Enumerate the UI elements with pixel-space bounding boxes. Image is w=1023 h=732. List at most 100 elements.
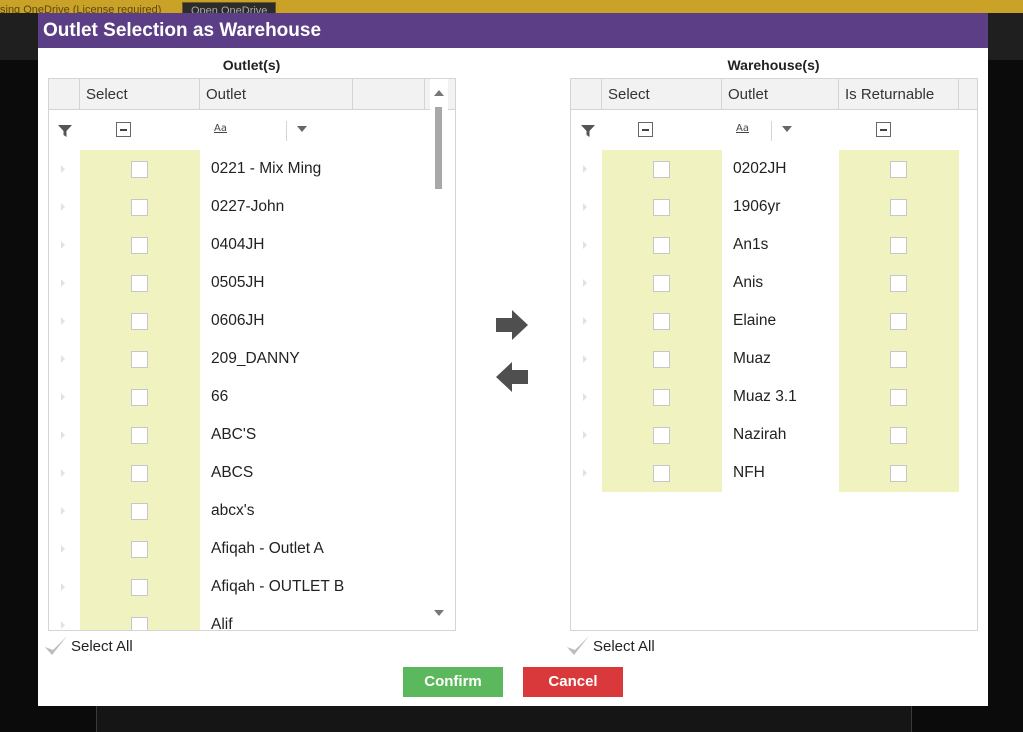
table-row[interactable]: Anis <box>571 264 977 302</box>
select-column-header[interactable]: Select <box>602 79 722 110</box>
select-checkbox[interactable] <box>131 237 148 254</box>
select-checkbox[interactable] <box>131 427 148 444</box>
outlet-name: Anis <box>733 274 764 291</box>
select-filter-checkbox[interactable] <box>638 122 653 137</box>
warehouses-select-all[interactable]: Select All <box>565 634 685 658</box>
scroll-thumb[interactable] <box>435 107 442 189</box>
row-indicator-icon <box>583 279 587 287</box>
select-checkbox[interactable] <box>653 199 670 216</box>
select-checkbox[interactable] <box>131 503 148 520</box>
table-row[interactable]: Muaz 3.1 <box>571 378 977 416</box>
select-all-label[interactable]: Select All <box>593 638 655 655</box>
table-row[interactable]: NFH <box>571 454 977 492</box>
select-checkbox[interactable] <box>653 313 670 330</box>
table-row[interactable]: 66 <box>49 378 429 416</box>
select-checkbox[interactable] <box>131 579 148 596</box>
table-row[interactable]: An1s <box>571 226 977 264</box>
table-row[interactable]: ABC'S <box>49 416 429 454</box>
select-checkbox[interactable] <box>131 161 148 178</box>
select-checkbox[interactable] <box>653 427 670 444</box>
select-checkbox[interactable] <box>131 541 148 558</box>
filter-icon[interactable] <box>58 125 72 137</box>
text-filter-icon[interactable]: Aa <box>736 123 749 134</box>
select-column-header[interactable]: Select <box>80 79 200 110</box>
outlets-scrollbar[interactable] <box>430 79 448 630</box>
table-row[interactable]: abcx's <box>49 492 429 530</box>
is-returnable-checkbox[interactable] <box>890 465 907 482</box>
outlets-grid: Select Outlet Aa 0221 - Mix Ming 0227-Joh… <box>48 78 456 631</box>
row-indicator-icon <box>583 165 587 173</box>
select-checkbox[interactable] <box>653 465 670 482</box>
text-filter-icon[interactable]: Aa <box>214 123 227 134</box>
background-notification-text: sing OneDrive (License required) <box>0 4 162 13</box>
is-returnable-checkbox[interactable] <box>890 389 907 406</box>
outlet-name: ABC'S <box>211 426 257 443</box>
table-row[interactable]: 0202JH <box>571 150 977 188</box>
confirm-button[interactable]: Confirm <box>403 667 503 697</box>
table-row[interactable]: 0221 - Mix Ming <box>49 150 429 188</box>
is-returnable-checkbox[interactable] <box>890 313 907 330</box>
returnable-filter-checkbox[interactable] <box>876 122 891 137</box>
background-open-onedrive-button[interactable]: Open OneDrive <box>182 2 277 13</box>
is-returnable-checkbox[interactable] <box>890 237 907 254</box>
table-row[interactable]: Nazirah <box>571 416 977 454</box>
select-checkbox[interactable] <box>653 275 670 292</box>
select-checkbox[interactable] <box>653 161 670 178</box>
outlet-column-header[interactable]: Outlet <box>722 79 839 110</box>
table-row[interactable]: 0505JH <box>49 264 429 302</box>
outlet-name: An1s <box>733 236 769 253</box>
checkmark-icon[interactable] <box>43 634 69 658</box>
warehouses-grid-header: Select Outlet Is Returnable <box>571 79 977 110</box>
outlet-column-header[interactable]: Outlet <box>200 79 353 110</box>
row-indicator-icon <box>61 507 65 515</box>
outlet-name: 0227-John <box>211 198 285 215</box>
select-checkbox[interactable] <box>131 465 148 482</box>
is-returnable-checkbox[interactable] <box>890 427 907 444</box>
table-row[interactable]: Alif <box>49 606 429 630</box>
select-checkbox[interactable] <box>653 351 670 368</box>
select-all-label[interactable]: Select All <box>71 638 133 655</box>
is-returnable-checkbox[interactable] <box>890 275 907 292</box>
is-returnable-checkbox[interactable] <box>890 199 907 216</box>
is-returnable-checkbox[interactable] <box>890 351 907 368</box>
select-filter-checkbox[interactable] <box>116 122 131 137</box>
checkmark-icon[interactable] <box>565 634 591 658</box>
select-checkbox[interactable] <box>131 389 148 406</box>
table-row[interactable]: 1906yr <box>571 188 977 226</box>
row-indicator-icon <box>583 317 587 325</box>
select-checkbox[interactable] <box>653 237 670 254</box>
table-row[interactable]: 0404JH <box>49 226 429 264</box>
select-checkbox[interactable] <box>131 313 148 330</box>
select-checkbox[interactable] <box>131 617 148 630</box>
select-checkbox[interactable] <box>653 389 670 406</box>
row-indicator-icon <box>61 355 65 363</box>
arrow-left-icon[interactable] <box>494 360 530 394</box>
outlet-name: ABCS <box>211 464 254 481</box>
outlets-select-all[interactable]: Select All <box>43 634 163 658</box>
scroll-up-icon[interactable] <box>434 90 444 96</box>
select-checkbox[interactable] <box>131 199 148 216</box>
filter-dropdown-icon[interactable] <box>782 126 792 132</box>
table-row[interactable]: 0227-John <box>49 188 429 226</box>
row-indicator-icon <box>61 621 65 629</box>
table-row[interactable]: 209_DANNY <box>49 340 429 378</box>
filter-dropdown-icon[interactable] <box>297 126 307 132</box>
is-returnable-checkbox[interactable] <box>890 161 907 178</box>
scroll-down-icon[interactable] <box>434 610 444 616</box>
table-row[interactable]: Elaine <box>571 302 977 340</box>
is-returnable-column-header[interactable]: Is Returnable <box>839 79 959 110</box>
arrow-right-icon[interactable] <box>494 308 530 342</box>
row-indicator-header <box>49 79 80 110</box>
row-indicator-icon <box>61 393 65 401</box>
table-row[interactable]: ABCS <box>49 454 429 492</box>
cancel-button[interactable]: Cancel <box>523 667 623 697</box>
table-row[interactable]: Afiqah - Outlet A <box>49 530 429 568</box>
table-row[interactable]: Muaz <box>571 340 977 378</box>
background-panel <box>96 706 912 732</box>
select-checkbox[interactable] <box>131 275 148 292</box>
table-row[interactable]: Afiqah - OUTLET B <box>49 568 429 606</box>
outlet-name: 0505JH <box>211 274 265 291</box>
table-row[interactable]: 0606JH <box>49 302 429 340</box>
filter-icon[interactable] <box>581 125 595 137</box>
select-checkbox[interactable] <box>131 351 148 368</box>
